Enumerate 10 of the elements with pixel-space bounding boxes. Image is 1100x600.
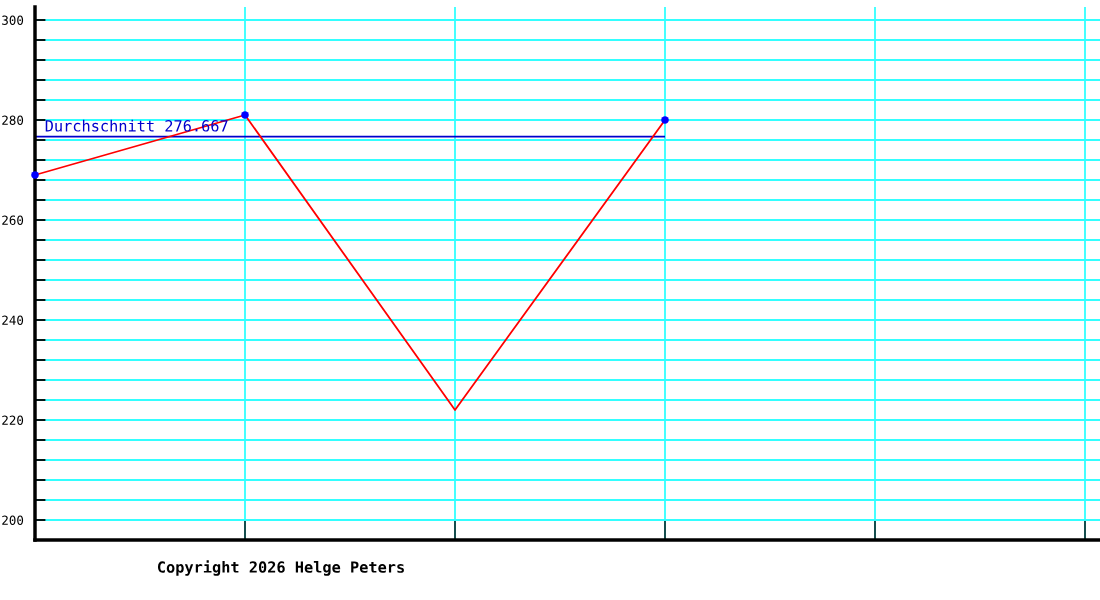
y-tick-label: 240 bbox=[2, 315, 24, 325]
y-tick-label: 260 bbox=[2, 215, 24, 225]
point bbox=[661, 116, 669, 124]
y-tick-label: 200 bbox=[2, 515, 24, 525]
point bbox=[241, 111, 249, 119]
y-tick-label: 220 bbox=[2, 415, 24, 425]
y-tick-label: 300 bbox=[2, 15, 24, 25]
point bbox=[31, 171, 39, 179]
text: Copyright 2026 Helge Peters bbox=[157, 560, 404, 576]
y-tick-label: 280 bbox=[2, 115, 24, 125]
